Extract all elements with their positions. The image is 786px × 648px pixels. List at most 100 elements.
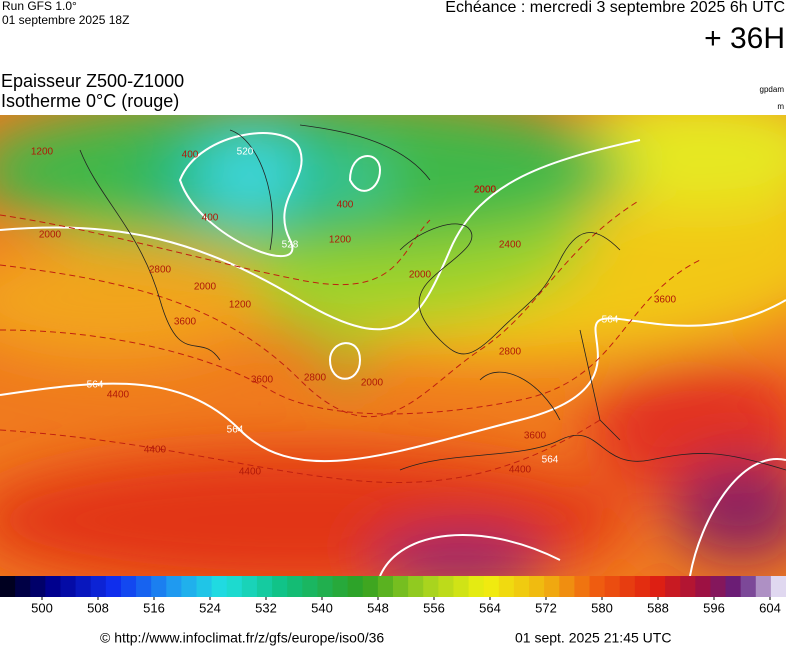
colorbar-label: 524 — [199, 600, 221, 615]
contour-labels: 1200 400 520 400 528 400 1200 2000 2000 2800 2000 1… — [31, 147, 677, 478]
colorbar-swatch — [181, 576, 197, 597]
colorbar-swatch — [287, 576, 303, 597]
title-line1: Epaisseur Z500-Z1000 — [1, 71, 184, 91]
colorbar-swatch — [90, 576, 107, 597]
colorbar-swatch — [483, 576, 500, 597]
contour-label: 1200 — [229, 300, 252, 311]
colorbar-swatch — [256, 576, 273, 597]
contour-label: 2400 — [499, 240, 522, 251]
unit-gpdam: gpdam — [760, 85, 785, 94]
contour-label: 2800 — [149, 265, 172, 276]
colorbar-swatch — [377, 576, 394, 597]
colorbar-label: 604 — [759, 600, 781, 615]
colorbar-swatch — [60, 576, 77, 597]
footer-timestamp: 01 sept. 2025 21:45 UTC — [515, 630, 671, 646]
title-line2: Isotherme 0°C (rouge) — [1, 91, 179, 111]
colorbar-label: 516 — [143, 600, 165, 615]
colorbar-swatch — [725, 576, 742, 597]
colorbar-swatch — [408, 576, 424, 597]
contour-label: 2000 — [194, 282, 217, 293]
colorbar-swatch — [755, 576, 772, 597]
colorbar-label: 540 — [311, 600, 333, 615]
contour-label: 3600 — [654, 295, 677, 306]
colorbar-swatch — [680, 576, 696, 597]
colorbar-swatch — [513, 576, 530, 597]
contour-label: 1200 — [329, 235, 352, 246]
colorbar-swatch — [453, 576, 470, 597]
map: 1200 400 520 400 528 400 1200 2000 2000 2800 2000 1… — [0, 115, 786, 576]
lead-time: + 36H — [704, 22, 785, 55]
colorbar-swatch — [105, 576, 122, 597]
contour-label: 4400 — [509, 465, 532, 476]
colorbar-label: 580 — [591, 600, 613, 615]
contour-label: 1200 — [31, 147, 54, 158]
colorbar-label: 548 — [367, 600, 389, 615]
colorbar-label: 596 — [703, 600, 725, 615]
colorbar-swatch — [544, 576, 560, 597]
run: Run GFS 1.0° — [2, 0, 77, 13]
contour-label: 2800 — [499, 347, 522, 358]
contour-label: 2000 — [361, 378, 384, 389]
contour-label: 400 — [202, 213, 219, 224]
run-date: 01 septembre 2025 18Z — [2, 13, 129, 27]
contour-label: 4400 — [144, 445, 167, 456]
colorbar-swatch — [45, 576, 61, 597]
colorbar-swatch — [317, 576, 334, 597]
contour-label: 564 — [602, 315, 619, 326]
colorbar-swatch — [468, 576, 485, 597]
colorbar-swatch — [695, 576, 711, 597]
colorbar-swatch — [498, 576, 515, 597]
contour-label: 2000 — [474, 185, 497, 196]
colorbar-swatch — [438, 576, 454, 597]
colorbar-swatch — [604, 576, 621, 597]
colorbar-swatch — [196, 576, 213, 597]
colorbar-swatch — [740, 576, 757, 597]
contour-label: 2000 — [474, 185, 497, 196]
colorbar-label: 500 — [31, 600, 53, 615]
coastlines — [79, 124, 786, 471]
colorbar-swatch — [619, 576, 636, 597]
contour-label: 564 — [542, 455, 559, 466]
contour-label: 528 — [282, 240, 299, 251]
colorbar-swatch — [136, 576, 152, 597]
colorbar-swatch — [272, 576, 288, 597]
colorbar: 500 508 516 524 532 540 548 556 564 572 580 588 596 6… — [0, 576, 786, 615]
colorbar-swatch — [710, 576, 727, 597]
contour-label: 400 — [182, 150, 199, 161]
contour-label: 564 — [227, 425, 244, 436]
field-shading — [0, 115, 786, 576]
colorbar-swatch — [634, 576, 651, 597]
colorbar-swatch — [75, 576, 92, 597]
colorbar-swatch — [332, 576, 349, 597]
colorbar-swatch — [393, 576, 409, 597]
contour-label: 2000 — [39, 230, 62, 241]
colorbar-swatch — [30, 576, 46, 597]
colorbar-swatch — [15, 576, 31, 597]
valid-time: Echéance : mercredi 3 septembre 2025 6h … — [445, 0, 785, 16]
colorbar-label: 572 — [535, 600, 557, 615]
colorbar-swatch — [347, 576, 364, 597]
colorbar-label: 556 — [423, 600, 445, 615]
colorbar-swatch — [302, 576, 318, 597]
colorbar-swatch — [241, 576, 258, 597]
contour-label: 2000 — [409, 270, 432, 281]
colorbar-swatch — [589, 576, 606, 597]
colorbar-swatch — [649, 576, 666, 597]
colorbar-swatch — [226, 576, 243, 597]
colorbar-label: 564 — [479, 600, 501, 615]
colorbar-label: 588 — [647, 600, 669, 615]
colorbar-swatch — [166, 576, 182, 597]
contour-label: 564 — [87, 380, 104, 391]
contour-label: 3600 — [251, 375, 274, 386]
contour-label: 520 — [237, 147, 254, 158]
contour-label: 4400 — [239, 467, 262, 478]
footer-source: © http://www.infoclimat.fr/z/gfs/europe/… — [100, 630, 384, 646]
colorbar-swatch — [151, 576, 167, 597]
colorbar-swatch — [529, 576, 545, 597]
colorbar-swatch — [362, 576, 379, 597]
contour-label: 3600 — [174, 317, 197, 328]
unit-m: m — [777, 102, 784, 111]
thickness-contours — [0, 132, 786, 576]
